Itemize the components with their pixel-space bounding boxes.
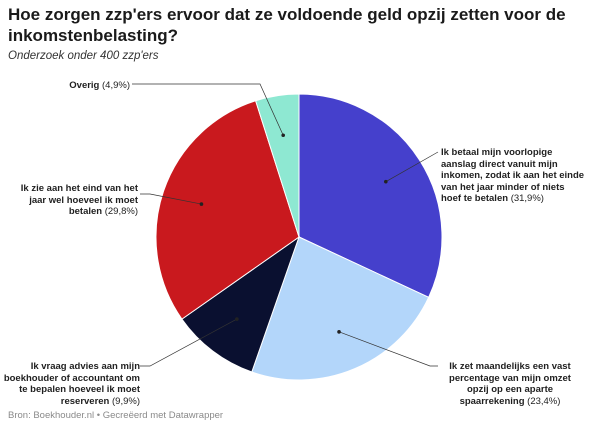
- pie-slice-1: [251, 236, 430, 381]
- slice-label-3: Ik zie aan het eind van het jaar wel hoe…: [8, 183, 138, 218]
- leader-dot-0: [384, 179, 388, 184]
- leader-lines: [132, 83, 439, 367]
- chart-title: Hoe zorgen zzp'ers ervoor dat ze voldoen…: [8, 5, 566, 45]
- leader-line-0: [385, 151, 439, 182]
- slice-label-2-value: (9,9%): [112, 395, 140, 407]
- leader-dot-2: [235, 317, 239, 321]
- slice-label-2: Ik vraag advies aan mijn boekhouder of a…: [2, 361, 140, 407]
- leader-line-4: [132, 83, 284, 136]
- leader-line-2: [140, 318, 238, 367]
- slice-label-4-value: (4,9%): [102, 80, 130, 91]
- footer-separator: •: [96, 410, 101, 421]
- source-text: Bron: Boekhouder.nl: [8, 410, 95, 421]
- chart-subtitle: Onderzoek onder 400 zzp'ers: [8, 50, 159, 62]
- pie-slice-4: [254, 93, 300, 238]
- pie-slice-3: [155, 100, 300, 320]
- slice-label-1-value: (23,4%): [527, 395, 561, 407]
- slice-label-3-value: (29,8%): [104, 206, 138, 217]
- leader-dot-3: [199, 202, 204, 206]
- slice-label-2-text: Ik vraag advies aan mijn boekhouder of a…: [3, 361, 140, 407]
- slice-label-4-text: Overig: [69, 80, 100, 91]
- pie-slice-0: [298, 93, 443, 298]
- leader-dot-1: [337, 330, 341, 334]
- slice-label-0: Ik betaal mijn voorlopige aanslag direct…: [441, 147, 587, 205]
- slice-label-1-text: Ik zet maandelijks een vast percentage v…: [449, 361, 571, 407]
- pie-slices: [155, 93, 443, 381]
- slice-label-1: Ik zet maandelijks een vast percentage v…: [440, 361, 580, 407]
- leader-dot-4: [281, 133, 285, 138]
- slice-label-4: Overig (4,9%): [40, 80, 130, 92]
- slice-label-3-text: Ik zie aan het eind van het jaar wel hoe…: [20, 183, 138, 217]
- slice-label-0-text: Ik betaal mijn voorlopige aanslag direct…: [441, 147, 585, 204]
- chart-footer: Bron: Boekhouder.nl • Gecreëerd met Data…: [8, 410, 223, 421]
- slice-label-0-value: (31,9%): [510, 193, 544, 204]
- leader-line-1: [338, 331, 438, 367]
- leader-line-3: [140, 193, 202, 205]
- pie-slice-2: [181, 235, 300, 373]
- credit-text: Gecreëerd met Datawrapper: [102, 410, 224, 421]
